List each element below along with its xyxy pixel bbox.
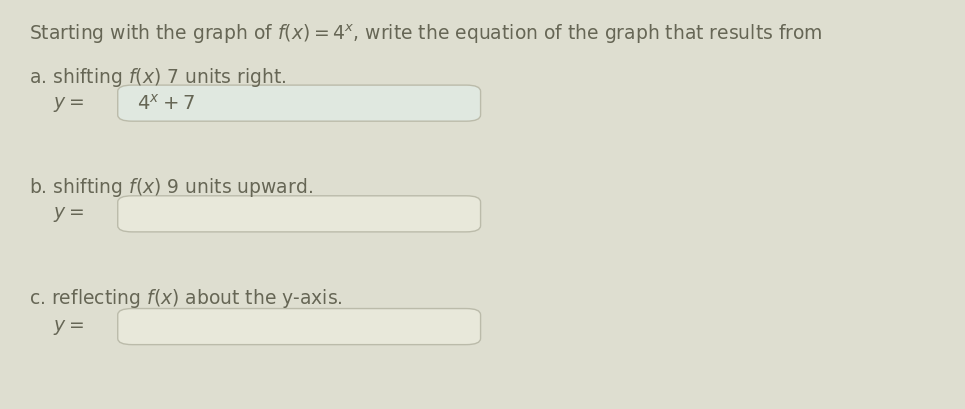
Text: Starting with the graph of $f(x) = 4^x$, write the equation of the graph that re: Starting with the graph of $f(x) = 4^x$,… (29, 22, 822, 46)
Text: $y =$: $y =$ (53, 317, 84, 336)
Text: $y =$: $y =$ (53, 94, 84, 113)
FancyBboxPatch shape (118, 196, 481, 232)
FancyBboxPatch shape (118, 86, 481, 122)
FancyBboxPatch shape (118, 309, 481, 345)
Text: a. shifting $f(x)$ 7 units right.: a. shifting $f(x)$ 7 units right. (29, 65, 287, 88)
Text: $y =$: $y =$ (53, 205, 84, 224)
Text: c. reflecting $f(x)$ about the y-axis.: c. reflecting $f(x)$ about the y-axis. (29, 286, 343, 309)
Text: b. shifting $f(x)$ 9 units upward.: b. shifting $f(x)$ 9 units upward. (29, 176, 313, 199)
Text: $4^x + 7$: $4^x + 7$ (137, 94, 195, 114)
